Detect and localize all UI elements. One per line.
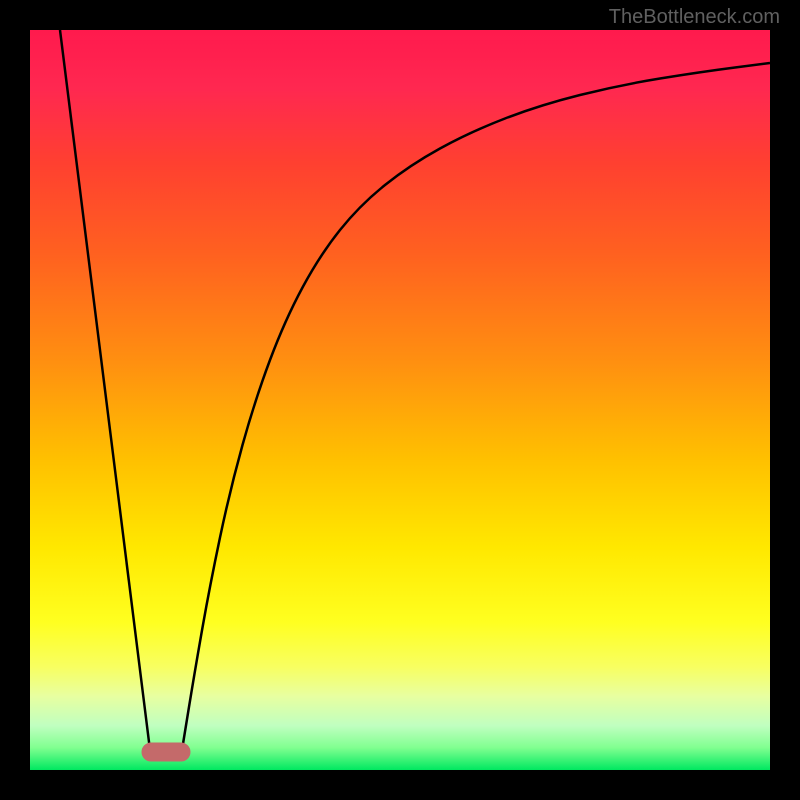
bottom-marker — [142, 743, 190, 761]
chart-container — [30, 30, 770, 770]
chart-svg — [30, 30, 770, 770]
watermark-text: TheBottleneck.com — [609, 6, 780, 29]
chart-background — [30, 30, 770, 770]
